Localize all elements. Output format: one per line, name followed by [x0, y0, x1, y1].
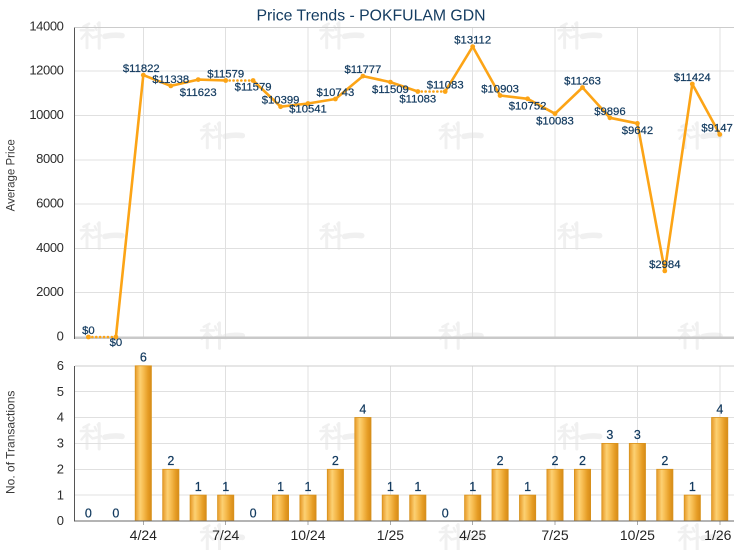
svg-text:5: 5 [57, 384, 64, 399]
svg-text:1: 1 [524, 480, 531, 494]
svg-text:$11424: $11424 [674, 72, 711, 84]
svg-text:$11509: $11509 [372, 84, 409, 96]
svg-text:2: 2 [497, 454, 504, 468]
svg-text:1: 1 [469, 480, 476, 494]
svg-text:6: 6 [57, 358, 64, 373]
svg-text:1: 1 [689, 480, 696, 494]
svg-text:$0: $0 [82, 325, 95, 337]
svg-text:$11579: $11579 [207, 69, 244, 81]
svg-text:1: 1 [277, 480, 284, 494]
svg-text:0: 0 [57, 513, 64, 528]
svg-text:1: 1 [57, 487, 64, 502]
svg-text:10/25: 10/25 [620, 527, 655, 543]
svg-text:1: 1 [222, 480, 229, 494]
svg-text:$11263: $11263 [564, 76, 601, 88]
svg-text:10000: 10000 [29, 107, 63, 122]
svg-text:$11777: $11777 [344, 64, 381, 76]
svg-text:12000: 12000 [29, 63, 63, 78]
svg-text:$10399: $10399 [262, 95, 300, 107]
svg-text:0: 0 [250, 506, 257, 520]
svg-text:3: 3 [606, 428, 613, 442]
svg-text:3: 3 [57, 436, 64, 451]
svg-text:2: 2 [579, 454, 586, 468]
svg-text:$11083: $11083 [427, 80, 464, 92]
svg-text:$9147: $9147 [701, 122, 732, 134]
svg-text:1: 1 [305, 480, 312, 494]
svg-text:$10743: $10743 [317, 87, 355, 99]
svg-text:2: 2 [552, 454, 559, 468]
svg-text:0: 0 [57, 328, 64, 343]
svg-text:2000: 2000 [36, 284, 63, 299]
svg-text:Average Price: Average Price [6, 139, 18, 211]
svg-text:4/25: 4/25 [459, 527, 486, 543]
svg-text:6000: 6000 [36, 196, 63, 211]
svg-text:4: 4 [359, 402, 366, 416]
svg-text:Price Trends - POKFULAM GDN: Price Trends - POKFULAM GDN [256, 8, 485, 25]
svg-text:0: 0 [112, 506, 119, 520]
svg-text:0: 0 [85, 506, 92, 520]
svg-text:$9896: $9896 [594, 106, 625, 118]
svg-text:3: 3 [634, 428, 641, 442]
svg-text:$11338: $11338 [152, 74, 189, 86]
svg-text:$11083: $11083 [399, 93, 436, 105]
svg-text:8000: 8000 [36, 151, 63, 166]
svg-text:1: 1 [387, 480, 394, 494]
svg-text:7/25: 7/25 [541, 527, 568, 543]
svg-text:2: 2 [332, 454, 339, 468]
svg-text:$2984: $2984 [649, 259, 680, 271]
svg-text:No. of Transactions: No. of Transactions [3, 391, 17, 494]
svg-text:6: 6 [140, 351, 147, 365]
svg-text:$10903: $10903 [481, 84, 519, 96]
svg-text:4: 4 [716, 402, 723, 416]
svg-text:2: 2 [167, 454, 174, 468]
svg-text:$10083: $10083 [536, 116, 574, 128]
svg-text:$11822: $11822 [123, 63, 160, 75]
svg-text:$11623: $11623 [180, 87, 217, 99]
svg-text:14000: 14000 [29, 18, 63, 33]
svg-text:$9642: $9642 [622, 125, 653, 137]
svg-text:2: 2 [57, 462, 64, 477]
svg-text:4/24: 4/24 [130, 527, 157, 543]
svg-text:$10541: $10541 [289, 103, 327, 115]
svg-text:2: 2 [661, 454, 668, 468]
svg-text:$11579: $11579 [235, 81, 272, 93]
svg-text:4: 4 [57, 410, 64, 425]
svg-text:$0: $0 [110, 337, 123, 349]
svg-text:10/24: 10/24 [290, 527, 325, 543]
svg-text:4000: 4000 [36, 240, 63, 255]
svg-text:1/25: 1/25 [377, 527, 404, 543]
svg-text:$13112: $13112 [454, 35, 491, 47]
svg-text:1: 1 [414, 480, 421, 494]
svg-text:7/24: 7/24 [212, 527, 239, 543]
svg-text:$10752: $10752 [509, 101, 547, 113]
svg-text:0: 0 [442, 506, 449, 520]
svg-text:1: 1 [195, 480, 202, 494]
svg-text:1/26: 1/26 [704, 527, 731, 543]
